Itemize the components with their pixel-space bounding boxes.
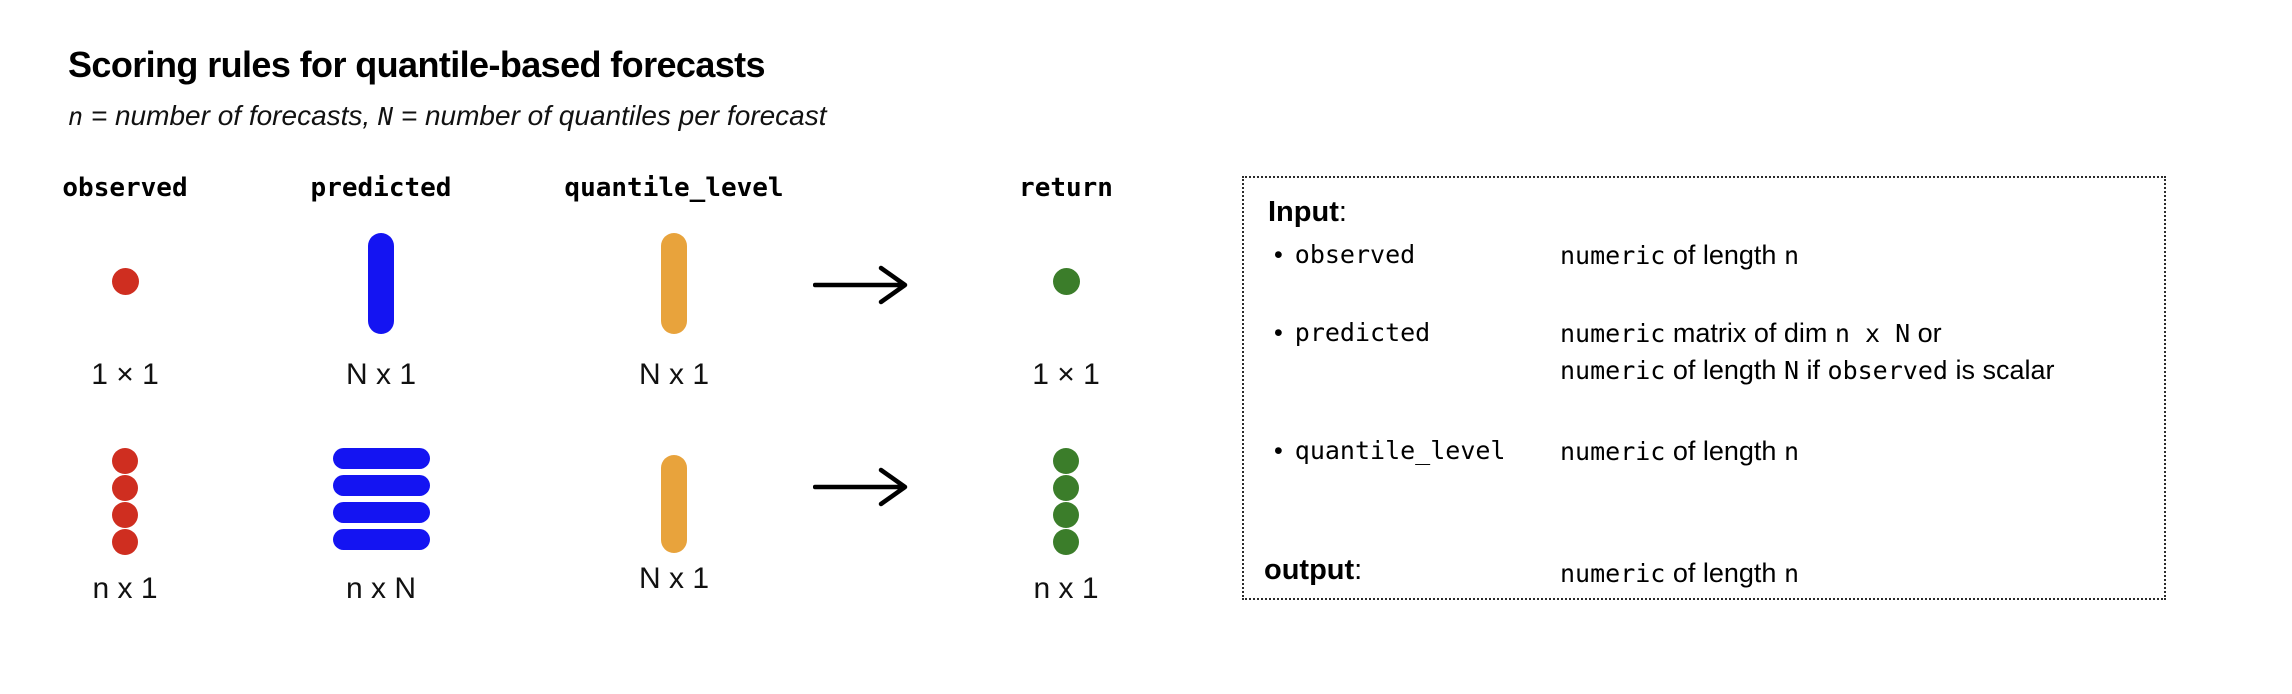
desc-segment: n — [1783, 241, 1800, 270]
desc-segment: n x N — [1834, 319, 1911, 348]
quantile_level-vertical-bar — [661, 455, 687, 553]
subtitle-segment: N — [377, 102, 394, 131]
column-header-quantile_level: quantile_level — [564, 173, 784, 203]
return-dot — [1053, 529, 1079, 555]
dimension-label: N x 1 — [345, 358, 417, 391]
param-name-observed: • observed — [1274, 240, 1415, 270]
dimension-label: 1 × 1 — [91, 358, 159, 391]
panel-input-colon: : — [1338, 196, 1347, 228]
param-name-text: quantile_level — [1294, 436, 1506, 465]
desc-segment: N — [1783, 356, 1800, 385]
return-dot — [1053, 448, 1079, 474]
bullet-icon: • — [1274, 241, 1283, 269]
quantile_level-vertical-bar — [661, 233, 687, 334]
predicted-matrix-bar — [332, 529, 430, 550]
dimension-label: 1 × 1 — [1032, 358, 1100, 391]
column-header-observed: observed — [62, 173, 188, 203]
desc-segment: is scalar — [1947, 355, 2055, 385]
dimension-label: n x 1 — [1033, 572, 1099, 605]
panel-input-label: Input — [1268, 196, 1339, 228]
column-header-return: return — [1019, 173, 1113, 203]
predicted-matrix-bar — [332, 475, 430, 496]
return-dot — [1053, 502, 1079, 528]
desc-segment: numeric — [1560, 437, 1666, 466]
bullet-icon: • — [1274, 437, 1283, 465]
output-colon: : — [1354, 554, 1363, 586]
bullet-icon: • — [1274, 319, 1283, 347]
desc-segment: numeric — [1560, 319, 1666, 348]
desc-segment: matrix of dim — [1665, 318, 1835, 348]
subtitle-segment: n — [68, 102, 84, 131]
predicted-vertical-bar — [368, 233, 394, 334]
param-name-predicted: • predicted — [1274, 318, 1430, 348]
observed-dot — [112, 502, 138, 528]
param-desc-predicted: numeric matrix of dim n x N or numeric of… — [1560, 315, 2054, 389]
figure-title: Scoring rules for quantile-based forecas… — [68, 44, 766, 85]
return-dot — [1053, 475, 1079, 501]
desc-segment: of length — [1665, 240, 1784, 270]
desc-segment: of length — [1665, 558, 1784, 588]
desc-line: numeric of length N if observed is scala… — [1560, 352, 2054, 389]
desc-line: numeric of length n — [1560, 237, 1799, 274]
desc-segment: of length — [1665, 355, 1784, 385]
desc-segment: n — [1783, 559, 1800, 588]
column-header-predicted: predicted — [310, 173, 452, 203]
desc-segment: numeric — [1560, 241, 1666, 270]
param-desc-quantile_level: numeric of length n — [1560, 433, 1799, 470]
output-desc: numeric of length n — [1560, 555, 1799, 592]
desc-segment: numeric — [1560, 559, 1666, 588]
flow-arrow — [812, 263, 913, 312]
dimension-label: N x 1 — [638, 562, 710, 595]
subtitle-segment: = number of forecasts, — [83, 100, 378, 131]
desc-segment: of length — [1665, 436, 1784, 466]
param-name-text: observed — [1294, 240, 1416, 269]
subtitle-segment: = number of quantiles per forecast — [393, 100, 827, 131]
panel-input-heading: Input: — [1268, 196, 1347, 229]
observed-dot — [112, 448, 138, 474]
desc-line: numeric of length n — [1560, 433, 1799, 470]
param-name-text: predicted — [1294, 318, 1431, 347]
desc-segment: if — [1799, 355, 1828, 385]
flow-arrow — [812, 465, 913, 514]
param-desc-observed: numeric of length n — [1560, 237, 1799, 274]
desc-segment: numeric — [1560, 356, 1666, 385]
return-dot — [1052, 268, 1080, 295]
desc-line: numeric matrix of dim n x N or — [1560, 315, 2054, 352]
predicted-matrix-bar — [332, 448, 430, 469]
observed-dot — [112, 475, 138, 501]
dimension-label: N x 1 — [638, 358, 710, 391]
output-label-text: output — [1264, 554, 1355, 586]
desc-line: numeric of length n — [1560, 555, 1799, 592]
desc-segment: observed — [1827, 356, 1948, 385]
param-name-quantile_level: • quantile_level — [1274, 436, 1505, 466]
observed-dot — [111, 268, 139, 295]
dimension-label: n x N — [345, 572, 417, 605]
dimension-label: n x 1 — [92, 572, 158, 605]
predicted-matrix-bar — [332, 502, 430, 523]
desc-segment: or — [1910, 318, 1942, 348]
panel-output-label: output: — [1264, 554, 1362, 587]
desc-segment: n — [1783, 437, 1800, 466]
spec-panel: Input: • observed numeric of length n • pred… — [1242, 176, 2166, 600]
observed-dot — [112, 529, 138, 555]
figure-subtitle: n = number of forecasts, N = number of q… — [68, 100, 827, 132]
